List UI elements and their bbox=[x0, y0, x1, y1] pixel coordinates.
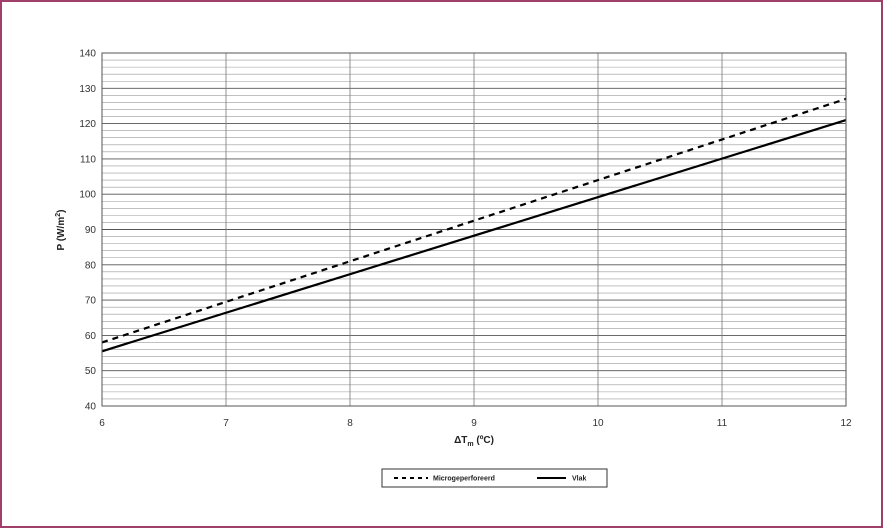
x-tick-label: 12 bbox=[840, 418, 852, 429]
y-tick-label: 70 bbox=[85, 296, 97, 307]
y-axis-title: P (W/m2) bbox=[55, 210, 67, 251]
x-tick-label: 11 bbox=[717, 418, 728, 429]
x-tick-label: 7 bbox=[223, 418, 229, 429]
y-tick-label: 140 bbox=[79, 49, 96, 60]
x-tick-label: 9 bbox=[471, 418, 477, 429]
x-tick-label: 10 bbox=[592, 418, 604, 429]
y-tick-label: 120 bbox=[79, 119, 96, 130]
y-tick-label: 130 bbox=[79, 84, 96, 95]
series-line-microgeperforeerd bbox=[101, 97, 847, 344]
x-tick-label: 8 bbox=[347, 418, 353, 429]
y-tick-label: 90 bbox=[85, 225, 97, 236]
y-tick-label: 80 bbox=[85, 260, 97, 271]
legend-label-vlak: Vlak bbox=[572, 476, 587, 483]
y-tick-label: 60 bbox=[85, 331, 97, 342]
y-tick-label: 50 bbox=[85, 366, 97, 377]
y-tick-label: 100 bbox=[79, 190, 96, 201]
legend: Microgeperforeerd Vlak bbox=[381, 468, 608, 488]
y-tick-label: 110 bbox=[80, 154, 96, 165]
y-tick-labels: 40 50 60 70 80 90 100 110 120 130 140 bbox=[79, 49, 96, 413]
legend-label-microgeperforeerd: Microgeperforeerd bbox=[433, 476, 495, 483]
y-tick-label: 40 bbox=[85, 402, 97, 413]
x-axis-title: ΔTm (ºC) bbox=[454, 435, 494, 448]
legend-box bbox=[381, 468, 608, 488]
x-tick-labels: 6 7 8 9 10 11 12 bbox=[99, 418, 852, 429]
plot-area-border bbox=[101, 52, 847, 407]
series-line-vlak bbox=[101, 119, 847, 353]
x-tick-label: 6 bbox=[99, 418, 105, 429]
series-lines bbox=[101, 97, 847, 353]
